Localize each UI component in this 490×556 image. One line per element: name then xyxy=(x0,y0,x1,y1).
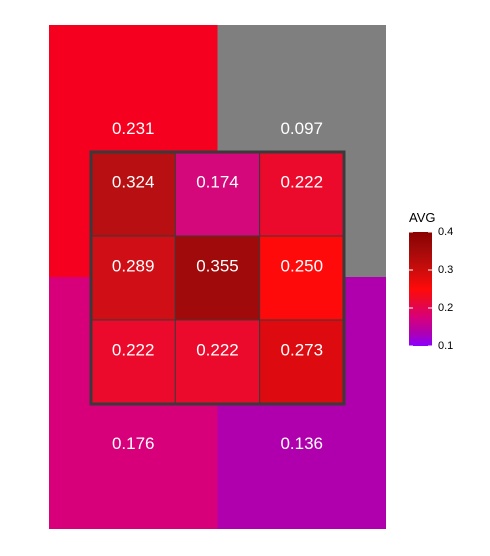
legend-tick-label-1: 0.2 xyxy=(438,302,453,314)
inner-tile-label-5: 0.250 xyxy=(281,257,324,276)
inner-tile-3 xyxy=(90,235,176,321)
outer-tile-label-0: 0.231 xyxy=(112,119,155,138)
inner-tile-8 xyxy=(259,319,345,405)
inner-tile-6 xyxy=(90,319,176,405)
inner-tile-label-6: 0.222 xyxy=(112,341,155,360)
cell-labels: 0.231 0.097 0.176 0.136 0.324 0.174 0.222 0.289… xyxy=(112,119,323,453)
legend-title: AVG xyxy=(409,210,436,225)
outer-tile-label-3: 0.136 xyxy=(280,434,323,453)
inner-tile-4 xyxy=(174,235,261,321)
outer-tile-label-1: 0.097 xyxy=(280,119,323,138)
inner-tile-label-8: 0.273 xyxy=(281,341,324,360)
legend-colorbar xyxy=(409,232,432,346)
inner-grid xyxy=(90,151,345,405)
inner-tile-label-4: 0.355 xyxy=(196,257,239,276)
inner-tile-5 xyxy=(259,235,345,321)
inner-tile-label-7: 0.222 xyxy=(196,341,239,360)
inner-tile-2 xyxy=(259,151,345,237)
inner-tile-7 xyxy=(174,319,261,405)
legend-tick-label-0: 0.1 xyxy=(438,340,453,352)
inner-tile-0 xyxy=(90,151,176,237)
outer-tile-label-2: 0.176 xyxy=(112,434,155,453)
inner-tile-label-1: 0.174 xyxy=(196,173,239,192)
legend-tick-label-2: 0.3 xyxy=(438,264,453,276)
inner-tile-1 xyxy=(174,151,261,237)
inner-tile-label-3: 0.289 xyxy=(112,257,155,276)
legend-ticks: 0.1 0.2 0.3 0.4 xyxy=(409,226,453,352)
legend-tick-label-3: 0.4 xyxy=(438,226,453,238)
inner-tile-label-2: 0.222 xyxy=(281,173,324,192)
inner-grid-border xyxy=(89,150,346,406)
inner-tile-label-0: 0.324 xyxy=(112,173,155,192)
color-legend: AVG 0.1 0.2 0.3 0.4 xyxy=(409,210,453,352)
